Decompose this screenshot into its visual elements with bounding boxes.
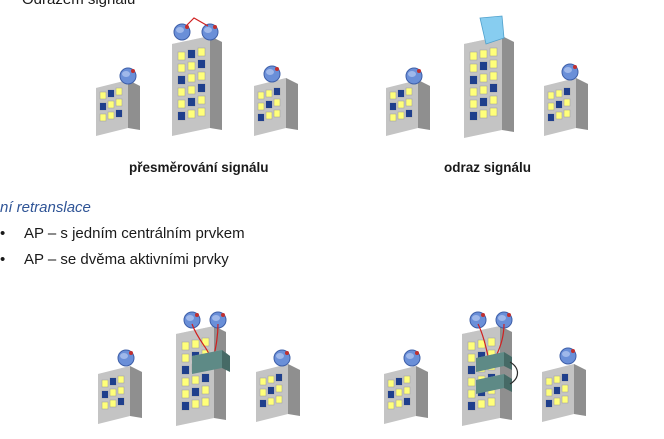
building-small-right-3 bbox=[256, 349, 300, 422]
partial-top-text: Odrazem signálu bbox=[22, 0, 135, 8]
relay-box-upper bbox=[476, 352, 512, 372]
relay-box-lower bbox=[476, 374, 512, 394]
list-item-text: AP – se dvěma aktivními prvky bbox=[24, 251, 229, 268]
list-item-text: AP – s jedním centrálním prvkem bbox=[24, 225, 245, 242]
building-tall-center-2 bbox=[464, 15, 514, 138]
caption-redirection: přesměrování signálu bbox=[129, 160, 269, 175]
building-small-left-1 bbox=[96, 67, 140, 136]
bullet-marker: • bbox=[0, 225, 6, 242]
building-small-left-3 bbox=[98, 349, 142, 424]
building-small-right-2 bbox=[544, 63, 588, 136]
building-small-right-1 bbox=[254, 65, 298, 136]
building-tall-center-3 bbox=[176, 311, 230, 426]
section-heading: ní retranslace bbox=[0, 199, 91, 216]
building-tall-center-1 bbox=[172, 17, 222, 136]
building-small-left-2 bbox=[386, 67, 430, 136]
building-tall-center-4 bbox=[462, 311, 519, 426]
relay-box bbox=[192, 350, 230, 374]
scene-central-element bbox=[98, 311, 300, 426]
scene-redirection bbox=[96, 17, 298, 136]
reflector-panel bbox=[479, 15, 505, 45]
building-small-right-4 bbox=[542, 347, 586, 422]
scene-two-active-elements bbox=[384, 311, 586, 426]
bullet-marker: • bbox=[0, 251, 6, 268]
scene-reflection bbox=[386, 15, 588, 138]
caption-reflection: odraz signálu bbox=[444, 160, 532, 175]
building-small-left-4 bbox=[384, 349, 428, 424]
